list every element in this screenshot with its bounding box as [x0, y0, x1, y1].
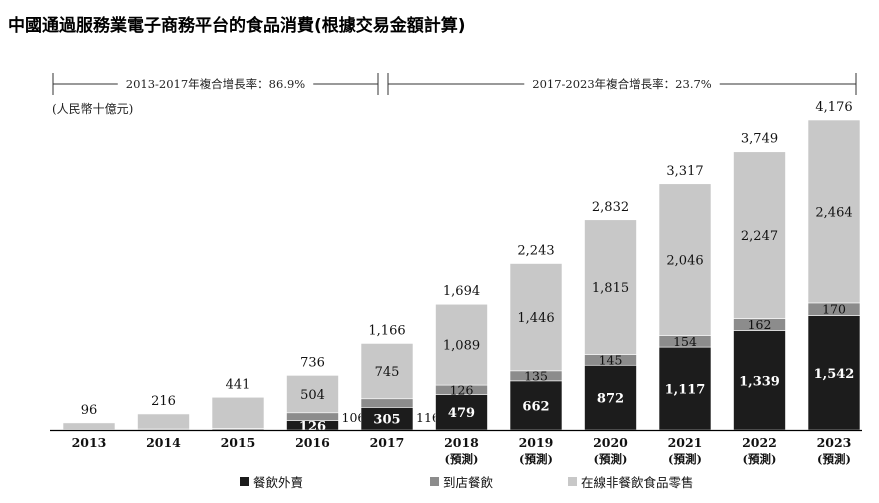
value-label-instore-2023: 170: [822, 302, 846, 317]
value-label-instore-2017: 116: [416, 410, 440, 425]
value-label-instore-2018: 126: [450, 382, 474, 397]
x-tick-2022: 2022: [742, 435, 777, 450]
bar-retail-2014: [137, 413, 190, 430]
bar-retail-2017: [360, 343, 414, 400]
cagr-2013-2017-label: 2013-2017年複合增長率：86.9%: [126, 77, 306, 91]
x-tick-2013: 2013: [72, 435, 107, 450]
total-label-2013: 96: [81, 403, 98, 418]
value-label-delivery-2018: 479: [448, 406, 475, 421]
x-tick-2021: 2021: [668, 435, 703, 450]
bar-area: 96 216 441 126 106 504 736 305 116 745 1,166 479 126…: [62, 100, 861, 434]
x-tick-2020: 2020: [593, 435, 628, 450]
cagr-2017-2023-label: 2017-2023年複合增長率：23.7%: [532, 77, 712, 91]
x-tick-sub-2021: (預測): [668, 452, 702, 466]
x-tick-sub-2018: (預測): [445, 452, 479, 466]
bar-delivery-2018: [435, 394, 488, 431]
x-tick-sub-2019: (預測): [519, 452, 553, 466]
bar-retail-2022: [733, 151, 786, 319]
total-label-2015: 441: [226, 377, 251, 392]
bar-retail-2018: [435, 303, 488, 386]
bar-retail-2016: [286, 375, 339, 414]
bar-delivery-2023: [807, 315, 861, 431]
x-tick-2017: 2017: [370, 435, 405, 450]
unit-note: (人民幣十億元): [52, 102, 133, 116]
x-tick-2018: 2018: [444, 435, 479, 450]
total-label-2019: 2,243: [517, 243, 554, 258]
x-tick-sub-2020: (預測): [594, 452, 628, 466]
chart-title: 中國通過服務業電子商務平台的食品消費(根據交易金額計算): [8, 15, 466, 36]
value-label-retail-2018: 1,089: [443, 339, 480, 354]
value-label-retail-2017: 745: [375, 365, 400, 380]
total-label-2018: 1,694: [443, 284, 480, 299]
value-label-delivery-2016: 126: [299, 419, 326, 434]
bar-retail-2020: [584, 219, 637, 355]
bar-retail-2021: [658, 183, 712, 336]
total-label-2021: 3,317: [666, 164, 703, 179]
legend-delivery-label: 餐飲外賣: [253, 475, 303, 490]
cagr-annotations: 2013-2017年複合增長率：86.9% 2017-2023年複合增長率：23.…: [52, 73, 857, 95]
value-label-instore-2016: 106: [342, 410, 366, 425]
bar-retail-2019: [509, 263, 563, 372]
value-label-delivery-2023: 1,542: [814, 367, 855, 382]
bar-retail-2023: [807, 119, 861, 304]
legend: 餐飲外賣 到店餐飲 在線非餐飲食品零售: [240, 475, 694, 490]
value-label-retail-2019: 1,446: [517, 311, 554, 326]
x-tick-sub-2022: (預測): [743, 452, 777, 466]
value-label-delivery-2021: 1,117: [665, 383, 706, 398]
value-label-delivery-2019: 662: [522, 399, 549, 414]
legend-instore-label: 到店餐飲: [443, 475, 494, 490]
bar-delivery-2022: [733, 330, 786, 431]
value-label-retail-2022: 2,247: [741, 229, 778, 244]
bar-retail-2015: [211, 396, 265, 429]
legend-instore-swatch: [430, 477, 439, 486]
value-label-retail-2016: 504: [300, 388, 325, 403]
x-tick-2023: 2023: [817, 435, 852, 450]
value-label-instore-2021: 154: [673, 334, 697, 349]
total-label-2020: 2,832: [592, 200, 629, 215]
total-label-2014: 216: [151, 394, 176, 409]
value-label-retail-2020: 1,815: [592, 281, 629, 296]
x-tick-2014: 2014: [146, 435, 181, 450]
x-axis-ticks: 2013 2014 2015 2016 2017 2018 (預測) 2019 (預測) 2020…: [72, 435, 852, 466]
value-label-delivery-2020: 872: [597, 392, 624, 407]
bar-instore-2017: [360, 398, 414, 408]
value-label-instore-2019: 135: [524, 368, 548, 383]
total-label-2023: 4,176: [815, 100, 852, 115]
legend-retail-swatch: [568, 477, 577, 486]
legend-delivery-swatch: [240, 477, 249, 486]
value-label-instore-2020: 145: [599, 352, 623, 367]
bar-retail-2013: [62, 422, 116, 431]
x-tick-sub-2023: (預測): [817, 452, 851, 466]
x-tick-2016: 2016: [295, 435, 330, 450]
bar-delivery-2020: [584, 364, 637, 431]
total-label-2016: 736: [300, 355, 325, 370]
value-label-delivery-2017: 305: [373, 413, 400, 428]
legend-retail-label: 在線非餐飲食品零售: [581, 475, 694, 490]
value-label-instore-2022: 162: [748, 317, 772, 332]
total-label-2017: 1,166: [368, 323, 405, 338]
value-label-retail-2023: 2,464: [815, 205, 852, 220]
value-label-delivery-2022: 1,339: [739, 374, 780, 389]
x-tick-2019: 2019: [519, 435, 554, 450]
x-tick-2015: 2015: [221, 435, 256, 450]
total-label-2022: 3,749: [741, 132, 778, 147]
value-label-retail-2021: 2,046: [666, 254, 703, 269]
